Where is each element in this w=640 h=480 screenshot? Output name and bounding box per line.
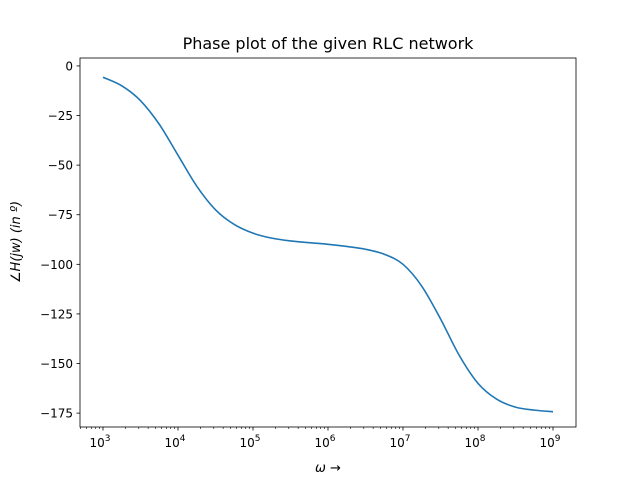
x-tick-exponent: 3 (105, 434, 111, 444)
y-tick-label: −100 (40, 258, 73, 272)
x-tick-base: 10 (164, 436, 179, 450)
y-tick-label: −25 (48, 109, 73, 123)
x-tick-label: 107 (389, 434, 410, 450)
x-tick-exponent: 5 (255, 434, 261, 444)
x-axis-label: ω → (315, 461, 341, 476)
y-tick-label: −50 (48, 159, 73, 173)
chart-title: Phase plot of the given RLC network (183, 34, 475, 53)
x-tick-exponent: 7 (405, 434, 411, 444)
plot-frame (79, 57, 577, 428)
x-tick-base: 10 (464, 436, 479, 450)
x-tick-exponent: 4 (180, 434, 186, 444)
x-tick-base: 10 (239, 436, 254, 450)
x-tick-base: 10 (89, 436, 104, 450)
y-tick-label: −125 (40, 307, 73, 321)
x-tick-base: 10 (389, 436, 404, 450)
y-axis-ticks: 0 −25 −50 −75 −100 −125 −150 −175 (40, 59, 80, 421)
y-tick-label: −175 (40, 407, 73, 421)
x-tick-label: 109 (539, 434, 560, 450)
y-tick-label: −75 (48, 208, 73, 222)
x-tick-base: 10 (314, 436, 329, 450)
x-tick-exponent: 8 (480, 434, 486, 444)
x-tick-base: 10 (539, 436, 554, 450)
x-tick-label: 108 (464, 434, 485, 450)
x-tick-label: 105 (239, 434, 260, 450)
y-tick-label: −150 (40, 357, 73, 371)
x-tick-exponent: 9 (555, 434, 561, 444)
y-axis-label: ∠H(jw) (in º) (9, 201, 24, 283)
x-axis-ticks: 103 104 105 106 107 108 109 (80, 427, 561, 450)
phase-series-line (102, 76, 554, 413)
y-tick-label: 0 (65, 59, 73, 73)
x-tick-exponent: 6 (330, 434, 336, 444)
x-tick-label: 106 (314, 434, 335, 450)
x-tick-label: 104 (164, 434, 185, 450)
x-tick-label: 103 (89, 434, 110, 450)
